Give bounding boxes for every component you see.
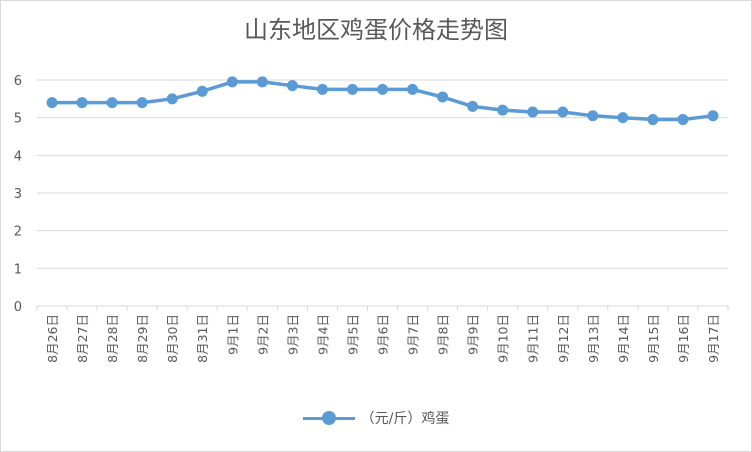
x-tick-label: 9月13日 [586,314,601,363]
data-point [407,83,419,95]
data-point [557,106,569,118]
data-point [136,97,148,109]
x-tick-label: 8月29日 [135,314,150,363]
x-tick-label: 9月12日 [556,314,571,363]
x-tick-label: 9月16日 [676,314,691,363]
data-point [256,76,268,88]
x-tick-label: 9月7日 [406,314,421,355]
x-tick-label: 9月4日 [315,314,330,355]
y-tick-label: 4 [14,149,22,164]
data-point [617,112,629,124]
chart-title: 山东地区鸡蛋价格走势图 [244,16,508,44]
x-tick-label: 8月26日 [45,314,60,363]
data-point [316,83,328,95]
data-point [346,83,358,95]
y-tick-label: 2 [14,225,22,240]
data-point [106,97,118,109]
x-tick-label: 9月14日 [616,314,631,363]
x-tick-label: 9月8日 [436,314,451,355]
data-point [196,85,208,97]
data-point [437,91,449,103]
x-tick-label: 8月28日 [105,314,120,363]
x-tick-label: 8月31日 [195,314,210,363]
data-point [286,80,298,92]
data-point [377,83,388,95]
data-point [587,110,599,122]
x-tick-label: 8月30日 [165,314,180,363]
data-point [497,104,509,116]
x-tick-label: 9月3日 [285,314,300,355]
y-tick-label: 5 [14,112,22,127]
data-point [677,114,689,126]
x-tick-label: 9月5日 [345,314,360,355]
data-point [467,100,479,112]
x-tick-label: 9月1日 [225,314,240,355]
data-point [76,97,88,109]
y-tick-label: 1 [14,262,22,277]
x-tick-label: 9月15日 [646,314,661,363]
legend-label: （元/斤）鸡蛋 [360,411,450,427]
x-tick-label: 9月9日 [466,314,481,355]
x-tick-label: 9月2日 [255,314,270,355]
data-point [707,110,719,122]
data-point [647,114,659,126]
legend-swatch [302,411,355,425]
x-tick-label: 9月11日 [526,314,541,363]
legend-marker-icon [321,411,336,425]
x-tick-label: 9月17日 [706,314,721,363]
y-tick-label: 0 [14,300,22,315]
data-point [527,106,539,118]
x-tick-label: 9月6日 [376,314,391,355]
data-point [226,76,238,88]
y-tick-label: 3 [14,187,22,202]
data-point [46,97,58,109]
x-tick-label: 8月27日 [75,314,90,363]
x-tick-label: 9月10日 [496,314,511,363]
data-point [166,93,178,105]
chart-legend: （元/斤）鸡蛋 [0,408,752,428]
y-tick-label: 6 [14,74,22,89]
